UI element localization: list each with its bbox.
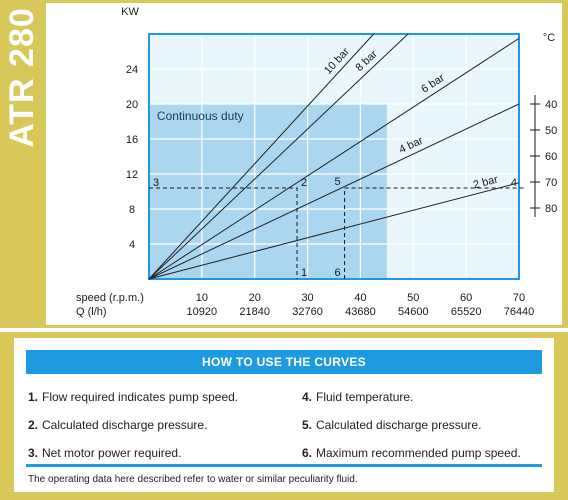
howto-item-text: Calculated discharge pressure.: [42, 418, 208, 432]
y-axis-label: KW: [121, 6, 139, 18]
product-title: ATR 280: [2, 2, 42, 152]
x-tick-q: 43680: [345, 306, 376, 318]
pressure-curve: [148, 33, 375, 280]
howto-item-text: Net motor power required.: [42, 446, 182, 460]
pressure-curve: [148, 182, 520, 280]
y-tick-label: 8: [129, 204, 135, 216]
howto-item-number: 4.: [302, 390, 313, 404]
pressure-curve: [148, 33, 409, 280]
howto-card: HOW TO USE THE CURVES 1. Flow required in…: [14, 338, 554, 492]
chart-panel: ATR 280 Continuous duty KW 4 8 12 16 20 24 10 ba…: [0, 0, 568, 328]
howto-item-2: 2. Calculated discharge pressure.: [28, 418, 207, 432]
x-tick-q: 21840: [239, 306, 270, 318]
howto-item-number: 1.: [28, 390, 39, 404]
x-tick-speed: 20: [249, 292, 261, 304]
x-tick-q: 65520: [451, 306, 482, 318]
howto-item-4: 4. Fluid temperature.: [302, 390, 413, 404]
x-tick-q: 76440: [504, 306, 535, 318]
howto-item-number: 5.: [302, 418, 313, 432]
pressure-curve: [148, 37, 520, 280]
howto-item-1: 1. Flow required indicates pump speed.: [28, 390, 238, 404]
howto-item-3: 3. Net motor power required.: [28, 446, 181, 460]
howto-title: HOW TO USE THE CURVES: [26, 350, 542, 374]
y-tick-label: 24: [126, 64, 138, 76]
temperature-tick-label: 50: [545, 125, 557, 137]
y-tick-label: 16: [126, 134, 138, 146]
howto-note: The operating data here described refer …: [28, 474, 358, 485]
temperature-tick-label: 60: [545, 151, 557, 163]
x-tick-speed: 60: [460, 292, 472, 304]
howto-item-text: Maximum recommended pump speed.: [316, 446, 521, 460]
howto-item-text: Fluid temperature.: [316, 390, 414, 404]
howto-item-number: 2.: [28, 418, 39, 432]
y-tick-label: 20: [126, 99, 138, 111]
x-tick-speed: 50: [407, 292, 419, 304]
howto-item-number: 6.: [302, 446, 313, 460]
temperature-tick-label: 70: [545, 177, 557, 189]
step-marker: 4: [511, 177, 517, 189]
step-marker: 6: [334, 267, 340, 279]
continuous-duty-label: Continuous duty: [157, 109, 244, 123]
construction-line-power: [149, 187, 298, 279]
x-tick-speed: 30: [301, 292, 313, 304]
howto-item-5: 5. Calculated discharge pressure.: [302, 418, 481, 432]
x-row-label-speed: speed (r.p.m.): [76, 292, 144, 304]
temperature-axis-label: °C: [543, 32, 555, 44]
howto-item-6: 6. Maximum recommended pump speed.: [302, 446, 521, 460]
x-tick-q: 54600: [398, 306, 429, 318]
continuous-duty-region: [149, 104, 387, 279]
x-tick-speed: 40: [354, 292, 366, 304]
howto-item-number: 3.: [28, 446, 39, 460]
pressure-curve: [148, 103, 520, 280]
x-tick-speed: 10: [196, 292, 208, 304]
step-marker: 1: [301, 267, 307, 279]
chart-card: Continuous duty KW 4 8 12 16 20 24 10 bar 8 bar 6 …: [46, 3, 562, 325]
step-marker: 2: [301, 177, 307, 189]
construction-line-temperature: [344, 187, 525, 279]
x-tick-speed: 70: [513, 292, 525, 304]
y-tick-label: 4: [129, 239, 135, 251]
howto-item-text: Calculated discharge pressure.: [316, 418, 482, 432]
temperature-tick-label: 40: [545, 99, 557, 111]
step-marker: 3: [153, 177, 159, 189]
howto-panel: HOW TO USE THE CURVES 1. Flow required in…: [0, 332, 568, 500]
howto-item-text: Flow required indicates pump speed.: [42, 390, 239, 404]
plot-border: [148, 33, 520, 280]
y-tick-label: 12: [126, 169, 138, 181]
x-tick-q: 10920: [187, 306, 218, 318]
x-row-label-q: Q (l/h): [76, 306, 107, 318]
x-tick-q: 32760: [292, 306, 323, 318]
howto-divider: [26, 464, 542, 467]
step-marker: 5: [334, 176, 340, 188]
product-title-text: ATR 280: [2, 6, 41, 148]
temperature-tick-label: 80: [545, 203, 557, 215]
